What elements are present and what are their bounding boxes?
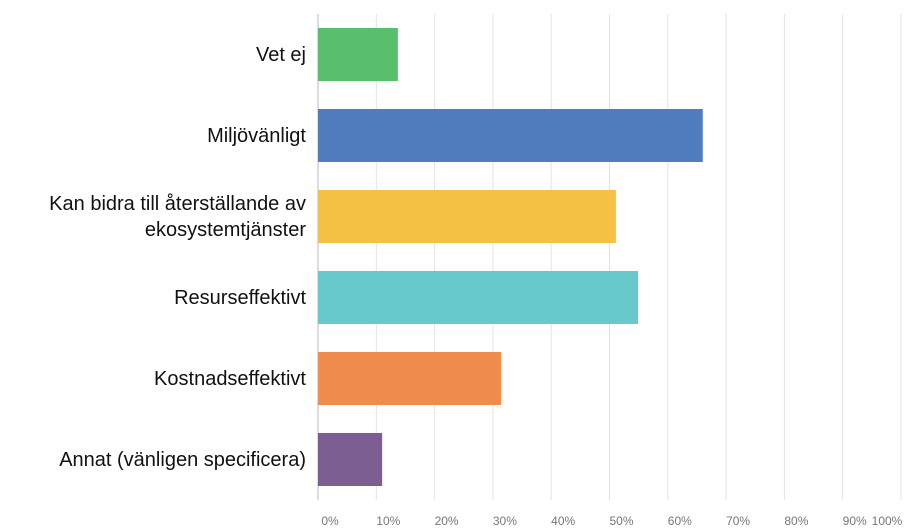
bar <box>318 28 398 81</box>
x-tick-label: 70% <box>726 514 750 528</box>
y-tick-label: Kan bidra till återställande av ekosyste… <box>49 192 306 241</box>
bar <box>318 352 502 405</box>
x-tick-label: 60% <box>668 514 692 528</box>
x-tick-label: 0% <box>321 514 339 528</box>
bar <box>318 109 703 162</box>
x-tick-label: 80% <box>784 514 808 528</box>
x-tick-label: 10% <box>376 514 400 528</box>
x-tick-label: 20% <box>435 514 459 528</box>
y-tick-label: Vet ej <box>255 43 306 66</box>
x-tick-label: 40% <box>551 514 575 528</box>
x-tick-label: 100% <box>872 514 903 528</box>
x-tick-label: 30% <box>493 514 517 528</box>
y-tick-label: Miljövänligt <box>207 124 306 147</box>
x-tick-label: 90% <box>843 514 867 528</box>
y-tick-label: Annat (vänligen specificera) <box>59 448 306 471</box>
bar <box>318 433 383 486</box>
y-tick-label: Kostnadseffektivt <box>154 367 306 390</box>
bar <box>318 271 639 324</box>
y-tick-label: Resurseffektivt <box>174 286 306 309</box>
bar <box>318 190 616 243</box>
x-tick-label: 50% <box>609 514 633 528</box>
